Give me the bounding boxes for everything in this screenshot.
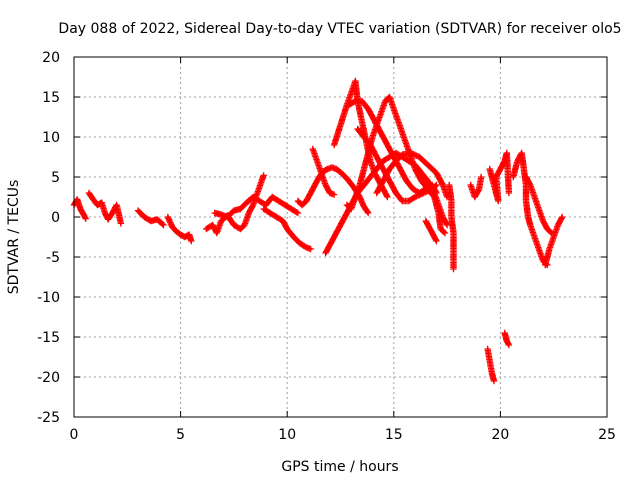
x-tick-label: 5	[176, 427, 185, 443]
y-tick-label: -10	[37, 290, 60, 306]
data-point	[450, 265, 457, 273]
data-point	[505, 340, 512, 347]
data-point	[443, 220, 450, 227]
y-tick-label: -5	[46, 250, 60, 266]
data-points	[70, 77, 566, 385]
x-tick-label: 25	[598, 427, 616, 443]
y-axis-label: SDTVAR / TECUs	[6, 180, 22, 295]
data-point	[293, 209, 300, 216]
data-point	[433, 189, 440, 197]
data-point	[424, 187, 432, 195]
data-point	[411, 151, 419, 159]
y-tick-label: 0	[51, 210, 60, 226]
data-point	[330, 191, 338, 198]
data-point	[160, 221, 167, 229]
y-tick-label: -25	[37, 410, 60, 426]
plot-frame	[73, 56, 608, 418]
chart-title: Day 088 of 2022, Sidereal Day-to-day VTE…	[58, 21, 621, 37]
data-point	[383, 192, 390, 199]
data-point	[260, 172, 267, 179]
grid	[74, 57, 607, 417]
data-point	[364, 208, 371, 215]
y-tick-label: 5	[51, 170, 60, 186]
data-point	[423, 188, 430, 195]
data-point	[559, 213, 566, 221]
x-tick-label: 10	[278, 427, 296, 443]
data-point	[475, 187, 482, 194]
data-point	[419, 190, 426, 197]
x-axis-label: GPS time / hours	[281, 459, 398, 475]
data-point	[558, 215, 565, 222]
data-point	[432, 236, 439, 243]
data-point	[441, 229, 449, 237]
data-point	[433, 181, 440, 189]
data-point	[365, 209, 372, 217]
data-point	[159, 220, 166, 228]
data-point	[82, 215, 89, 222]
y-tick-label: 15	[42, 90, 60, 106]
data-point	[443, 221, 451, 229]
data-point	[490, 377, 498, 385]
data-point	[414, 192, 422, 199]
data-point	[478, 173, 485, 181]
data-point	[433, 237, 440, 245]
data-point	[307, 245, 314, 253]
data-point	[350, 98, 358, 105]
y-tick-label: 10	[42, 130, 60, 146]
y-tick-label: -15	[37, 330, 60, 346]
data-point	[117, 220, 125, 227]
data-point	[432, 182, 439, 190]
data-point	[249, 203, 256, 210]
data-point	[294, 209, 302, 217]
data-point	[407, 149, 415, 157]
data-point	[188, 237, 195, 245]
data-point	[526, 180, 533, 187]
data-point	[416, 191, 423, 199]
data-point	[410, 151, 417, 158]
data-point	[505, 341, 513, 349]
data-point	[440, 228, 448, 236]
data-point	[384, 193, 391, 201]
data-point	[505, 189, 513, 197]
y-tick-label: -20	[37, 370, 60, 386]
data-point	[438, 180, 446, 187]
x-tick-label: 15	[385, 427, 403, 443]
data-point	[411, 193, 419, 201]
data-point	[81, 214, 89, 221]
data-point	[432, 188, 439, 195]
x-tick-label: 0	[70, 427, 79, 443]
y-tick-label: 20	[42, 50, 60, 66]
x-tick-label: 20	[491, 427, 509, 443]
